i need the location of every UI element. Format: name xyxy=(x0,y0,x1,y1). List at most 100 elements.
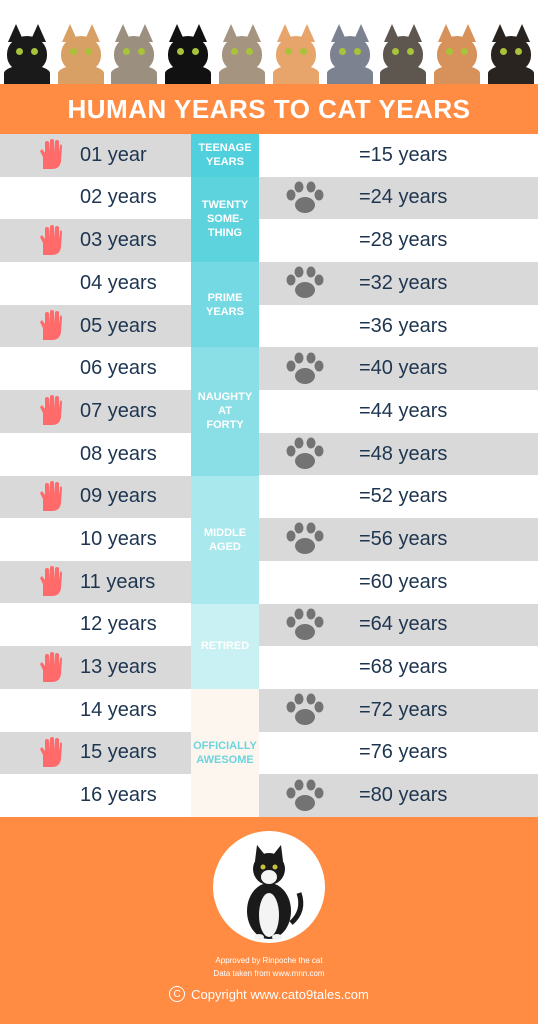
hand-icon xyxy=(38,224,62,257)
cat-portrait xyxy=(111,22,158,84)
cat-portrait xyxy=(219,22,266,84)
life-stage-label: PRIME YEARS xyxy=(191,262,259,348)
copyright-icon: C xyxy=(169,986,186,1002)
human-years-label: 06 years xyxy=(80,357,157,380)
cat-years-label: =52 years xyxy=(359,485,448,508)
cat-years-label: =80 years xyxy=(359,784,448,807)
table-row-cat: =48 years xyxy=(259,432,538,476)
cat-years-label: =64 years xyxy=(359,613,448,636)
table-row-cat: =36 years xyxy=(259,305,538,348)
cat-portrait xyxy=(272,22,319,84)
cat-years-label: =60 years xyxy=(359,570,448,593)
conversion-table: 01 year =15 years 02 years =24 years 03 year… xyxy=(0,134,538,817)
table-row-cat: =60 years xyxy=(259,561,538,604)
life-stage-label: MIDDLE AGED xyxy=(191,475,259,604)
hand-icon xyxy=(38,651,62,684)
human-years-label: 01 year xyxy=(80,143,147,166)
cat-years-label: =68 years xyxy=(359,656,448,679)
life-stage-label: TWENTY SOME- THING xyxy=(191,176,259,263)
table-row-human: 15 years xyxy=(0,731,191,775)
cat-portrait xyxy=(434,22,481,84)
human-years-label: 03 years xyxy=(80,229,157,252)
human-years-label: 07 years xyxy=(80,399,157,422)
paw-icon xyxy=(285,608,325,642)
table-row-human: 13 years xyxy=(0,646,191,689)
cat-portrait xyxy=(380,22,427,84)
cat-years-label: =32 years xyxy=(359,271,448,294)
table-row-human: 14 years xyxy=(0,689,191,732)
human-years-label: 16 years xyxy=(80,784,157,807)
hand-icon xyxy=(38,395,62,427)
paw-icon xyxy=(285,437,325,471)
human-years-label: 14 years xyxy=(80,698,157,721)
cat-portrait xyxy=(57,22,104,84)
table-row-cat: =32 years xyxy=(259,262,538,305)
table-row-cat: =76 years xyxy=(259,732,538,775)
paw-icon xyxy=(285,266,325,300)
cat-years-label: =40 years xyxy=(359,357,448,380)
copyright: C Copyright www.cato9tales.com xyxy=(0,986,538,1002)
human-years-label: 04 years xyxy=(80,271,157,294)
cat-years-label: =24 years xyxy=(359,186,448,209)
source-note: Data taken from www.mnn.com xyxy=(213,969,325,978)
human-years-label: 08 years xyxy=(80,442,157,465)
human-years-label: 15 years xyxy=(80,741,157,764)
cat-years-label: =15 years xyxy=(359,143,448,166)
hand-icon xyxy=(38,736,62,769)
life-stage-label: OFFICIALLY AWESOME xyxy=(191,688,259,817)
life-stage-label: NAUGHTY AT FORTY xyxy=(191,347,259,476)
table-row-human: 03 years xyxy=(0,219,191,262)
cat-portraits-strip xyxy=(0,0,538,84)
paw-icon xyxy=(285,779,325,813)
table-row-human: 12 years xyxy=(0,604,191,647)
table-row-cat: =40 years xyxy=(259,347,538,391)
table-row-human: 06 years xyxy=(0,347,191,390)
cat-years-label: =28 years xyxy=(359,229,448,252)
cat-portrait xyxy=(3,22,50,84)
human-years-label: 02 years xyxy=(80,186,157,209)
cat-years-label: =44 years xyxy=(359,399,448,422)
page-title: HUMAN YEARS TO CAT YEARS xyxy=(67,93,471,124)
hand-icon xyxy=(38,139,62,171)
copyright-text: Copyright www.cato9tales.com xyxy=(191,986,369,1002)
human-years-label: 10 years xyxy=(80,527,157,550)
table-row-cat: =68 years xyxy=(259,646,538,689)
table-row-cat: =44 years xyxy=(259,390,538,433)
human-years-label: 09 years xyxy=(80,485,157,508)
life-stage-label: TEENAGE YEARS xyxy=(191,134,259,177)
cat-years-label: =36 years xyxy=(359,314,448,337)
table-row-human: 01 year xyxy=(0,134,191,177)
paw-icon xyxy=(285,693,325,727)
cat-portrait xyxy=(488,22,535,84)
table-row-human: 07 years xyxy=(0,390,191,433)
paw-icon xyxy=(285,352,325,386)
cat-years-label: =56 years xyxy=(359,527,448,550)
table-row-human: 11 years xyxy=(0,560,191,604)
cat-years-label: =76 years xyxy=(359,741,448,764)
table-row-human: 05 years xyxy=(0,304,191,348)
cat-portrait xyxy=(326,22,373,84)
approved-note: Approved by Rinpoche the cat xyxy=(215,956,323,965)
table-row-human: 02 years xyxy=(0,177,191,220)
cat-years-label: =48 years xyxy=(359,442,448,465)
table-row-cat: =64 years xyxy=(259,603,538,647)
hand-icon xyxy=(38,566,62,598)
paw-icon xyxy=(285,181,325,215)
table-row-cat: =24 years xyxy=(259,176,538,220)
table-row-human: 04 years xyxy=(0,262,191,305)
table-row-cat: =80 years xyxy=(259,774,538,817)
paw-icon xyxy=(285,522,325,556)
table-row-cat: =72 years xyxy=(259,688,538,732)
human-years-label: 05 years xyxy=(80,314,157,337)
table-row-cat: =28 years xyxy=(259,219,538,262)
cat-portrait xyxy=(165,22,212,84)
table-row-human: 16 years xyxy=(0,774,191,817)
human-years-label: 12 years xyxy=(80,613,157,636)
cat-photo xyxy=(213,831,325,943)
table-row-human: 08 years xyxy=(0,433,191,476)
hand-icon xyxy=(38,310,62,342)
hand-icon xyxy=(38,480,62,513)
table-row-cat: =15 years xyxy=(259,134,538,177)
life-stage-label: RETIRED xyxy=(191,603,259,689)
table-row-human: 10 years xyxy=(0,518,191,561)
